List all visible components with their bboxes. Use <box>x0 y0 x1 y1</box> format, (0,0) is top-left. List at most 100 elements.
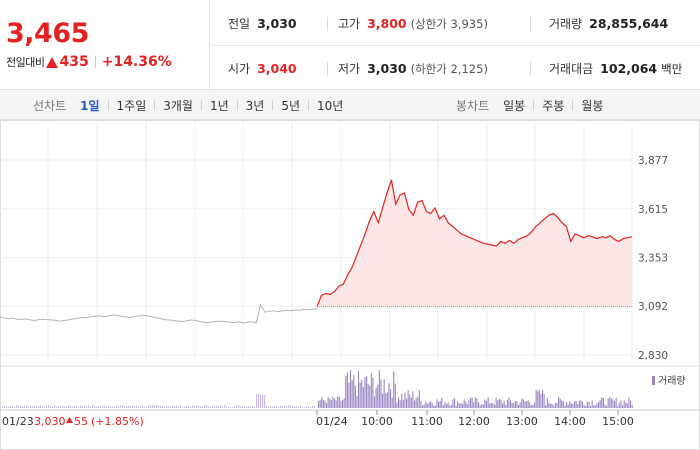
volume-bar <box>442 405 444 408</box>
volume-bar <box>282 406 284 408</box>
tab-monthly[interactable]: 월봉 <box>581 98 604 113</box>
volume-bar <box>2 406 4 408</box>
prev-close-label: 전일 <box>228 17 251 31</box>
volume-bar <box>524 401 526 408</box>
volume-bar <box>630 400 632 408</box>
volume-bar <box>154 405 156 408</box>
volume-bar <box>100 406 102 408</box>
volume-bar <box>162 405 164 408</box>
volume-bar <box>511 402 513 408</box>
volume-bar <box>554 402 556 408</box>
volume-bar <box>114 406 116 408</box>
volume-bar <box>96 406 98 408</box>
volume-bar <box>418 390 420 408</box>
volume-bar <box>538 389 540 408</box>
volume-bar <box>335 400 337 408</box>
prev-close-label: 3,030 <box>34 415 66 428</box>
volume-bar <box>617 405 619 408</box>
volume-bar <box>463 399 465 408</box>
volume-bar <box>238 405 240 408</box>
volume-bar <box>446 403 448 408</box>
volume-bar <box>232 406 234 408</box>
volume-bar <box>120 405 122 408</box>
volume-bar <box>174 405 176 408</box>
volume-bar <box>104 405 106 408</box>
volume-bar <box>521 398 523 408</box>
tab-daily[interactable]: 일봉 <box>503 98 526 113</box>
open-cell: 시가 3,040 <box>228 60 297 77</box>
tab-3year[interactable]: 3년 <box>245 98 265 113</box>
volume-bar <box>74 405 76 408</box>
volume-bar <box>583 405 585 408</box>
volume-bar <box>300 405 302 408</box>
prev-day-line <box>0 303 318 324</box>
volume-bar <box>559 398 561 408</box>
tab-3month[interactable]: 3개월 <box>163 98 193 113</box>
volume-cell: 거래량 28,855,644 <box>549 15 668 32</box>
volume-bar <box>447 402 449 408</box>
divider <box>272 100 274 110</box>
volume-bar <box>318 400 320 408</box>
volume-bar <box>200 406 202 408</box>
volume-bar <box>415 398 417 408</box>
volume-bar <box>466 403 468 408</box>
volume-bar <box>406 398 408 408</box>
volume-bar <box>410 397 412 408</box>
volume-bar <box>354 385 356 408</box>
volume-bar <box>519 402 521 408</box>
volume-bar <box>426 403 428 408</box>
tab-weekly[interactable]: 주봉 <box>542 98 565 113</box>
volume-bar <box>414 400 416 408</box>
tab-10year[interactable]: 10년 <box>317 98 344 113</box>
low-value: 3,030 <box>367 61 407 76</box>
volume-bar <box>596 403 598 408</box>
volume-bar <box>516 400 518 408</box>
volume-bar <box>156 405 158 408</box>
volume-bar <box>30 406 32 408</box>
volume-bar <box>508 397 510 408</box>
volume-bar <box>148 405 150 408</box>
volume-bar <box>224 405 226 408</box>
volume-bar <box>428 402 430 408</box>
low-cell: 저가 3,030 (하한가 2,125) <box>338 60 488 77</box>
trade-value-cell: 거래대금 102,064 백만 <box>549 60 682 77</box>
volume-bar <box>594 405 596 408</box>
volume-bar <box>417 397 419 408</box>
volume-bar <box>84 406 86 408</box>
volume-bar <box>106 406 108 408</box>
volume-bar <box>553 405 555 408</box>
volume-bar <box>290 405 292 408</box>
volume-bar <box>585 405 587 408</box>
volume-bar <box>503 400 505 408</box>
y-axis: 3,877 3,615 3,353 3,092 2,830 <box>638 155 668 362</box>
volume-bar <box>202 406 204 408</box>
volume-bar <box>26 405 28 408</box>
volume-bar <box>514 400 516 408</box>
volume-bar <box>24 405 26 408</box>
volume-bar <box>94 406 96 408</box>
volume-bar <box>78 406 80 408</box>
price-chart[interactable]: 3,877 3,615 3,353 3,092 2,830 거래량 01/23 3,030… <box>0 120 700 450</box>
volume-bar <box>606 405 608 408</box>
divider <box>327 17 328 31</box>
volume-bar <box>343 398 345 408</box>
volume-bar <box>434 405 436 408</box>
tab-1week[interactable]: 1주일 <box>116 98 147 113</box>
tab-1year[interactable]: 1년 <box>209 98 229 113</box>
volume-bar <box>460 402 462 408</box>
volume-bar <box>140 406 142 408</box>
trade-value: 102,064 <box>600 61 658 76</box>
volume-bar <box>210 406 212 408</box>
volume-bar <box>44 406 46 408</box>
volume-bar <box>194 406 196 408</box>
volume-bar <box>260 394 262 408</box>
volume-bar <box>436 399 438 408</box>
volume-bar <box>454 398 456 408</box>
tab-5year[interactable]: 5년 <box>281 98 301 113</box>
volume-bar <box>330 400 332 408</box>
volume-bar <box>377 384 379 408</box>
tab-1day[interactable]: 1일 <box>80 98 100 113</box>
volume-bar <box>356 395 358 408</box>
volume-bar <box>364 376 366 408</box>
volume-bar <box>470 398 472 408</box>
